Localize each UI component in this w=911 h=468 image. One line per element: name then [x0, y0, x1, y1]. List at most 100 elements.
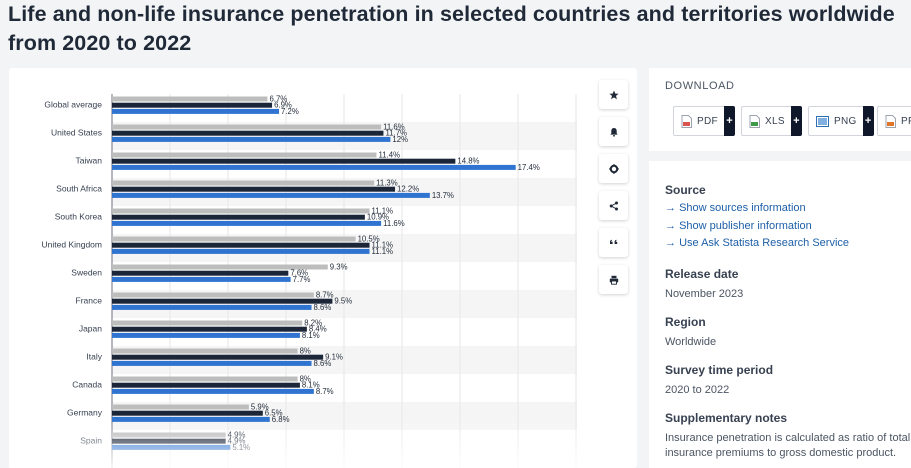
favorite-button[interactable]: [599, 80, 628, 109]
show-publisher-link[interactable]: → Show publisher information: [665, 218, 911, 236]
data-label: 17.4%: [518, 163, 540, 172]
category-label: Italy: [86, 352, 102, 362]
bar: [112, 332, 300, 338]
scroll-fade: [9, 420, 589, 468]
data-label: 11.3%: [376, 179, 398, 188]
release-date-heading: Release date: [665, 266, 739, 281]
category-label: Sweden: [71, 268, 102, 278]
data-label: 8.1%: [302, 331, 320, 340]
show-sources-link-label: Show sources information: [679, 202, 806, 214]
data-label: 8.7%: [316, 387, 334, 396]
download-panel: DOWNLOAD PDF + XLS + PNG + PPT +: [649, 68, 911, 151]
data-label: 9.3%: [330, 263, 348, 272]
chart-card: Global average 6.7% 6.9% 7.2% United States 1…: [9, 68, 637, 468]
supplementary-notes-line-1: Insurance penetration is calculated as r…: [665, 431, 911, 444]
bar: [112, 96, 268, 102]
download-xls-button[interactable]: XLS +: [741, 106, 802, 136]
data-label: 8.7%: [316, 291, 334, 300]
bar: [112, 416, 270, 422]
bar: [112, 152, 377, 158]
bar: [112, 354, 324, 360]
bar: [112, 192, 430, 198]
data-label: 11.6%: [383, 123, 405, 132]
ppt-file-icon: [885, 114, 896, 128]
download-pdf-button[interactable]: PDF +: [673, 106, 735, 136]
ask-statista-link-label: Use Ask Statista Research Service: [679, 237, 850, 249]
plus-icon: +: [790, 106, 802, 136]
bar: [112, 102, 273, 108]
download-title: DOWNLOAD: [665, 80, 735, 92]
bar: [112, 124, 382, 130]
bar: [112, 270, 289, 276]
pdf-file-icon: [681, 114, 692, 128]
data-label: 11.7%: [385, 129, 407, 138]
bar: [112, 326, 307, 332]
bar: [112, 320, 303, 326]
arrow-right-icon: →: [665, 237, 680, 249]
download-ppt-label: PPT: [901, 115, 911, 127]
download-ppt-main: PPT: [877, 106, 911, 136]
info-panel: Source → Show sources information → Show…: [649, 161, 911, 468]
data-label: 9.1%: [325, 353, 343, 362]
bar: [112, 214, 365, 220]
data-label: 9.5%: [334, 297, 352, 306]
bar: [112, 360, 312, 366]
data-label: 8.1%: [302, 381, 320, 390]
bar: [112, 376, 298, 382]
bar: [112, 164, 516, 170]
data-label: 6.8%: [272, 415, 290, 424]
source-heading: Source: [665, 183, 706, 197]
bar: [112, 236, 356, 242]
data-label: 6.7%: [269, 95, 287, 104]
bar: [112, 158, 456, 164]
share-icon: [609, 201, 618, 210]
settings-button[interactable]: [599, 154, 628, 183]
star-icon: [608, 90, 619, 99]
cite-button[interactable]: [599, 228, 628, 257]
data-label: 13.7%: [432, 191, 454, 200]
bar: [112, 220, 382, 226]
category-label: Global average: [44, 100, 102, 110]
region-value: Worldwide: [665, 335, 717, 348]
download-ppt-button[interactable]: PPT +: [877, 106, 911, 136]
data-label: 11.6%: [383, 219, 405, 228]
bell-icon: [609, 127, 618, 137]
share-button[interactable]: [599, 191, 628, 220]
print-icon: [609, 275, 618, 285]
download-xls-label: XLS: [765, 115, 785, 127]
data-label: 7.2%: [281, 107, 299, 116]
data-label: 11.1%: [372, 241, 394, 250]
bar: [112, 248, 370, 254]
data-label: 8.4%: [309, 325, 327, 334]
bar: [112, 348, 298, 354]
data-label: 8.2%: [304, 319, 322, 328]
data-label: 7.6%: [290, 269, 308, 278]
data-label: 10.5%: [358, 235, 380, 244]
data-label: 12.2%: [397, 185, 419, 194]
data-label: 10.9%: [367, 213, 389, 222]
download-png-button[interactable]: PNG +: [808, 106, 874, 136]
plus-icon: +: [723, 106, 735, 136]
ask-statista-link[interactable]: → Use Ask Statista Research Service: [665, 235, 911, 253]
quote-icon: [609, 239, 617, 244]
bar: [112, 108, 280, 114]
region-heading: Region: [665, 314, 706, 329]
show-sources-link[interactable]: → Show sources information: [665, 200, 911, 218]
download-xls-main: XLS: [741, 106, 791, 136]
print-button[interactable]: [599, 265, 628, 294]
bar: [112, 136, 391, 142]
data-label: 11.1%: [372, 207, 394, 216]
notification-button[interactable]: [599, 117, 628, 146]
png-file-icon: [816, 115, 829, 127]
data-label: 6.5%: [265, 409, 283, 418]
bar: [112, 404, 249, 410]
download-pdf-label: PDF: [697, 115, 718, 127]
category-label: United Kingdom: [42, 240, 102, 250]
data-label: 11.1%: [372, 247, 394, 256]
page-title: Life and non-life insurance penetration …: [8, 2, 895, 55]
category-label: South Africa: [56, 184, 102, 194]
data-label: 6.9%: [274, 101, 292, 110]
survey-period-value: 2020 to 2022: [665, 383, 730, 396]
data-label: 11.4%: [378, 151, 400, 160]
bar: [112, 242, 370, 248]
